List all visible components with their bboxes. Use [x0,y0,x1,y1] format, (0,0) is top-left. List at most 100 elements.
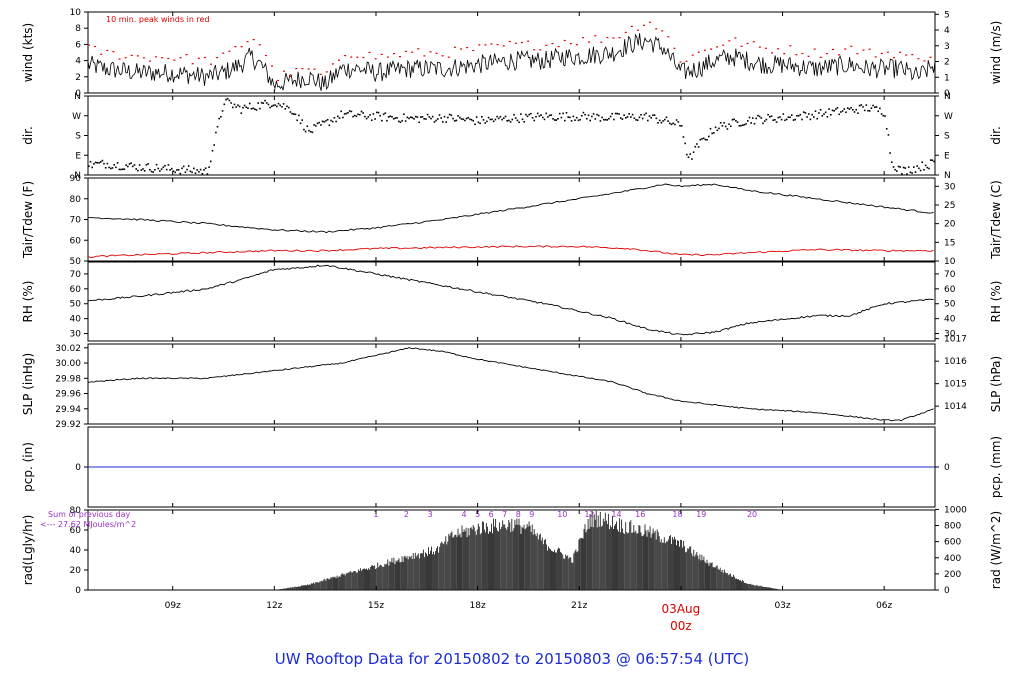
dir-point [686,153,688,156]
dir-point [391,116,393,118]
x-tick-label: 15z [368,601,384,611]
peak-wind-mark [783,53,786,55]
dir-point [724,125,727,128]
dir-point [769,116,771,118]
dir-point [262,102,265,104]
dir-point [518,121,520,124]
dir-point [665,116,668,119]
dir-point [626,116,629,118]
dir-point [376,111,378,114]
dir-point [799,113,802,116]
peak-wind-mark [277,79,280,82]
peak-wind-mark [722,44,725,46]
dir-point [272,104,275,107]
dir-point [492,120,495,123]
peak-wind-mark [240,46,243,48]
dir-point [381,119,383,122]
dir-point [408,117,410,120]
series-line-slp [88,347,934,422]
peak-wind-mark [447,56,450,58]
peak-wind-mark [618,37,621,39]
dir-point [767,113,769,116]
dir-point [855,108,857,111]
dir-point [308,129,310,132]
dir-point [182,165,185,168]
dir-point [486,120,488,123]
dir-point [682,136,685,138]
dir-point [379,114,381,117]
x-tick-label: 09z [165,601,181,611]
dir-point [736,121,739,123]
dir-point [748,116,751,119]
left-tick-label-temp: 50 [70,257,82,267]
dir-point [658,119,661,122]
peak-wind-mark [874,56,877,58]
left-tick-label-slp: 30.00 [55,359,81,369]
dir-point [792,119,795,121]
peak-wind-mark [295,68,298,70]
dir-point [809,118,812,121]
dir-point [774,119,776,121]
dir-point [723,122,725,124]
dir-point [399,121,402,123]
rad-annotation-line2: <--- 27.62 MJoules/m^2 [40,520,136,529]
peak-wind-mark [527,40,530,42]
dir-point [291,112,293,115]
dir-point [789,116,791,119]
dir-point [680,125,683,127]
left-tick-label-wind: 2 [75,73,81,83]
peak-wind-mark [271,65,273,67]
dir-point [155,163,158,166]
left-tick-label-rad: 20 [70,566,82,576]
x-tick-label: 18z [470,601,486,611]
dir-point [914,171,917,173]
peak-wind-mark [789,45,792,47]
dir-point [426,113,429,116]
dir-point [289,111,292,113]
peak-wind-mark [569,43,572,45]
peak-wind-mark [179,57,182,59]
dir-point [586,117,588,120]
series-line-tair [88,183,934,234]
peak-wind-mark [173,59,176,61]
dir-point [899,166,901,168]
left-tick-label-temp: 60 [70,236,82,246]
dir-point [858,104,861,107]
dir-point [730,125,732,127]
dir-point [133,164,136,166]
dir-point [926,166,929,169]
dir-point [870,107,873,109]
dir-point [562,112,564,115]
dir-point [721,125,724,127]
x-tick-label: 06z [876,601,892,611]
dir-point [418,121,420,124]
dir-point [315,125,317,127]
peak-wind-mark [142,57,145,59]
dir-point [525,113,527,116]
dir-point [389,115,392,117]
dir-point [755,117,757,120]
dir-point [696,143,698,145]
dir-point [240,112,243,114]
dir-point [108,166,110,169]
ylabel-left-wind: wind (kts) [21,23,35,82]
series-line-tdew [88,245,934,258]
dir-point [93,163,95,165]
peak-wind-mark [466,47,469,49]
peak-wind-mark [832,48,834,51]
dir-point [919,169,922,172]
peak-wind-mark [795,54,798,56]
dir-point [503,117,505,119]
dir-point [484,122,486,124]
dir-point [497,117,500,120]
dir-point [662,120,664,122]
dir-point [699,138,702,141]
dir-point [701,138,703,140]
dir-point [555,119,558,121]
dir-point [523,121,525,123]
dir-point [352,115,354,118]
dir-point [841,110,844,112]
dir-point [377,111,380,114]
dir-point [248,102,251,105]
peak-wind-mark [697,51,700,53]
